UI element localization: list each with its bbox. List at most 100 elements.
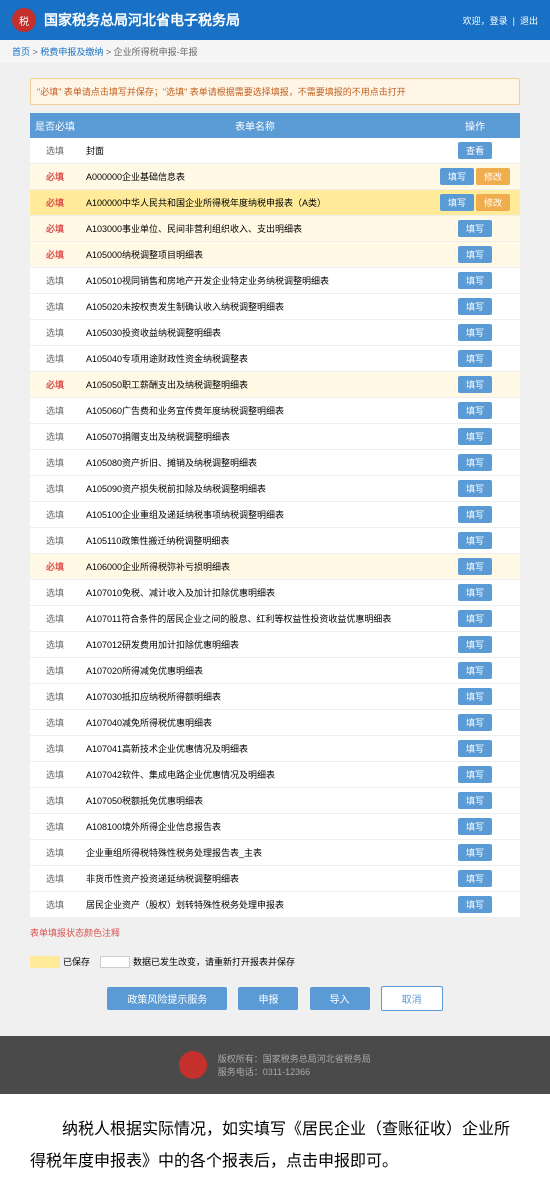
fill-button[interactable]: 填写 [458,896,492,913]
name-cell: A103000事业单位、民间非营利组织收入、支出明细表 [80,216,430,242]
action-cell: 填写 [430,424,520,450]
action-cell: 填写 [430,372,520,398]
logo-icon: 税 [12,8,36,32]
action-cell: 填写 [430,554,520,580]
status-cell: 必填 [30,216,80,242]
fill-button[interactable]: 填写 [458,402,492,419]
fill-button[interactable]: 填写 [458,610,492,627]
action-cell: 填写 [430,710,520,736]
fill-button[interactable]: 填写 [458,220,492,237]
fill-button[interactable]: 填写 [458,870,492,887]
name-cell: A105060广告费和业务宣传费年度纳税调整明细表 [80,398,430,424]
breadcrumb-level1[interactable]: 税费申报及缴纳 [40,47,103,57]
action-cell: 填写 [430,216,520,242]
fill-button[interactable]: 填写 [458,584,492,601]
legend-unsaved: 数据已发生改变，请重新打开报表并保存 [100,955,295,968]
view-button[interactable]: 查看 [458,142,492,159]
table-row: 选填A105060广告费和业务宣传费年度纳税调整明细表 填写 [30,398,520,424]
legend: 表单填报状态颜色注释 [30,918,520,947]
action-cell: 填写 [430,346,520,372]
name-cell: A107040减免所得税优惠明细表 [80,710,430,736]
status-cell: 必填 [30,190,80,216]
status-cell: 选填 [30,294,80,320]
action-cell: 填写 [430,606,520,632]
table-row: 选填A105100企业重组及递延纳税事项纳税调整明细表填写 [30,502,520,528]
status-cell: 选填 [30,866,80,892]
fill-button[interactable]: 填写 [458,844,492,861]
status-cell: 必填 [30,372,80,398]
risk-button[interactable]: 政策风险提示服务 [107,987,227,1010]
fill-button[interactable]: 填写 [458,740,492,757]
action-cell: 填写 [430,242,520,268]
fill-button[interactable]: 填写 [458,766,492,783]
footer-copyright: 版权所有：国家税务总局河北省税务局 [218,1052,371,1065]
breadcrumb: 首页 > 税费申报及缴纳 > 企业所得税申报-年报 [0,40,550,63]
name-cell: A107010免税、减计收入及加计扣除优惠明细表 [80,580,430,606]
declare-button[interactable]: 申报 [238,987,298,1010]
action-cell: 填写 [430,268,520,294]
col-name: 表单名称 [80,113,430,138]
table-row: 选填A105070捐赠支出及纳税调整明细表填写 [30,424,520,450]
fill-button[interactable]: 填写 [458,246,492,263]
table-row: 选填A107010免税、减计收入及加计扣除优惠明细表填写 [30,580,520,606]
name-cell: A105040专项用途财政性资金纳税调整表 [80,346,430,372]
fill-button[interactable]: 填写 [458,792,492,809]
table-row: 选填A107030抵扣应纳税所得额明细表 填写 [30,684,520,710]
fill-button[interactable]: 填写 [458,454,492,471]
name-cell: A105030投资收益纳税调整明细表 [80,320,430,346]
table-row: 必填A106000企业所得税弥补亏损明细表填写 [30,554,520,580]
notice-banner: "必填" 表单请点击填写并保存；"选填" 表单请根据需要选择填报，不需要填报的不… [30,78,520,105]
name-cell: A106000企业所得税弥补亏损明细表 [80,554,430,580]
fill-button[interactable]: 填写 [458,480,492,497]
fill-button[interactable]: 填写 [458,532,492,549]
action-cell: 填写 [430,814,520,840]
status-cell: 选填 [30,788,80,814]
table-row: 选填A105010视同销售和房地产开发企业特定业务纳税调整明细表填写 [30,268,520,294]
forms-table: 是否必填 表单名称 操作 选填封面查看必填A000000企业基础信息表填写修改必… [30,113,520,918]
fill-button[interactable]: 填写 [458,818,492,835]
name-cell: A105080资产折旧、摊销及纳税调整明细表 [80,450,430,476]
fill-button[interactable]: 填写 [458,714,492,731]
footer-logo-icon [179,1051,207,1079]
fill-button[interactable]: 填写 [458,506,492,523]
action-cell: 填写修改 [430,164,520,190]
table-row: 必填A000000企业基础信息表填写修改 [30,164,520,190]
fill-button[interactable]: 填写 [440,168,474,185]
name-cell: 居民企业资产（股权）划转特殊性税务处理申报表 [80,892,430,918]
table-row: 必填A100000中华人民共和国企业所得税年度纳税申报表（A类） 填写修改 [30,190,520,216]
status-cell: 选填 [30,398,80,424]
name-cell: A107030抵扣应纳税所得额明细表 [80,684,430,710]
name-cell: A105050职工薪酬支出及纳税调整明细表 [80,372,430,398]
fill-button[interactable]: 填写 [458,428,492,445]
cancel-button[interactable]: 取消 [381,986,443,1011]
fill-button[interactable]: 填写 [458,376,492,393]
status-cell: 选填 [30,424,80,450]
fill-button[interactable]: 填写 [458,350,492,367]
status-cell: 选填 [30,736,80,762]
fill-button[interactable]: 填写 [458,636,492,653]
table-row: 选填居民企业资产（股权）划转特殊性税务处理申报表填写 [30,892,520,918]
action-cell: 填写 [430,840,520,866]
status-cell: 必填 [30,242,80,268]
fill-button[interactable]: 填写 [458,324,492,341]
legend-saved: 已保存 [30,955,90,968]
logout-link[interactable]: 退出 [520,16,538,26]
name-cell: A107041高新技术企业优惠情况及明细表 [80,736,430,762]
action-cell: 填写 [430,736,520,762]
fill-button[interactable]: 填写 [458,558,492,575]
name-cell: A100000中华人民共和国企业所得税年度纳税申报表（A类） [80,190,430,216]
fill-button[interactable]: 填写 [458,688,492,705]
status-cell: 选填 [30,138,80,164]
modify-button[interactable]: 修改 [476,194,510,211]
modify-button[interactable]: 修改 [476,168,510,185]
fill-button[interactable]: 填写 [440,194,474,211]
table-row: 选填A107011符合条件的居民企业之间的股息、红利等权益性投资收益优惠明细表填… [30,606,520,632]
fill-button[interactable]: 填写 [458,662,492,679]
action-cell: 填写 [430,684,520,710]
breadcrumb-home[interactable]: 首页 [12,47,30,57]
status-cell: 选填 [30,684,80,710]
fill-button[interactable]: 填写 [458,272,492,289]
legend-items: 已保存 数据已发生改变，请重新打开报表并保存 [30,947,520,976]
fill-button[interactable]: 填写 [458,298,492,315]
import-button[interactable]: 导入 [310,987,370,1010]
